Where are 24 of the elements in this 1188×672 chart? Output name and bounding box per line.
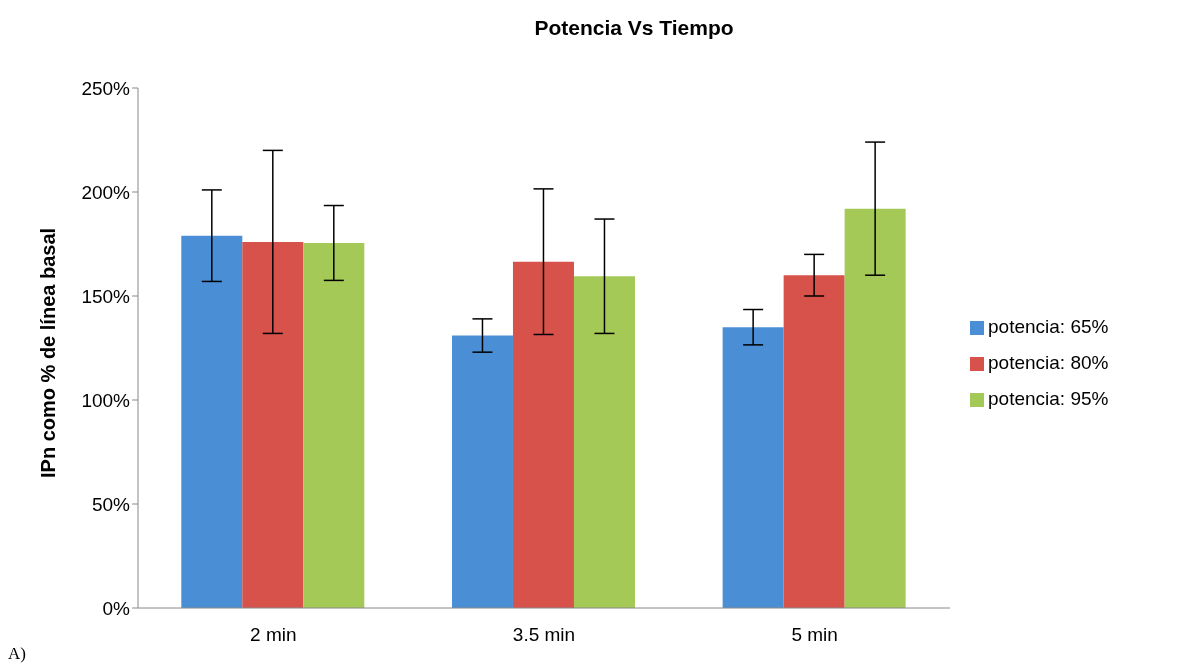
text: A) xyxy=(8,644,26,664)
x-tick-label: 2 min xyxy=(250,624,297,646)
y-tick-label: 250% xyxy=(81,77,131,99)
y-tick-label: 200% xyxy=(81,181,131,203)
bar xyxy=(303,242,365,608)
y-axis-title: IPn como % de línea basal xyxy=(37,227,60,478)
bar xyxy=(783,275,845,608)
y-tick-label: 100% xyxy=(81,389,131,411)
y-tick-label: 0% xyxy=(102,597,131,619)
legend-label: potencia: 95% xyxy=(988,388,1109,409)
chart-title: Potencia Vs Tiempo xyxy=(533,16,735,40)
y-tick-label: 50% xyxy=(91,493,131,515)
bar xyxy=(451,335,513,608)
y-tick-label: 150% xyxy=(81,285,131,307)
legend-label: potencia: 80% xyxy=(988,352,1109,373)
x-tick-label: 3.5 min xyxy=(512,624,576,646)
bar xyxy=(242,241,304,608)
bar xyxy=(844,208,906,608)
bar xyxy=(512,261,574,608)
bar xyxy=(722,327,784,608)
bar xyxy=(181,235,243,608)
legend-label: potencia: 65% xyxy=(988,316,1109,337)
x-tick-label: 5 min xyxy=(791,624,838,646)
bar xyxy=(573,276,635,608)
